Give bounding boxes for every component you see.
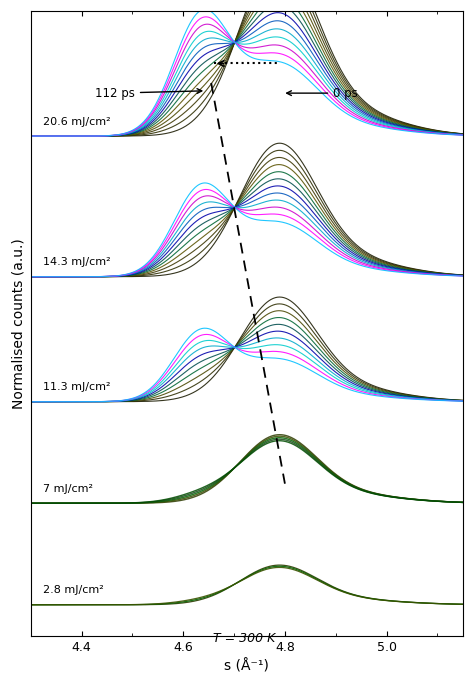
Text: 112 ps: 112 ps <box>95 86 202 99</box>
X-axis label: s (Å⁻¹): s (Å⁻¹) <box>224 660 269 674</box>
Text: 7 mJ/cm²: 7 mJ/cm² <box>44 484 93 494</box>
Text: 20.6 mJ/cm²: 20.6 mJ/cm² <box>44 116 111 127</box>
Text: 2.8 mJ/cm²: 2.8 mJ/cm² <box>44 586 104 595</box>
Text: 14.3 mJ/cm²: 14.3 mJ/cm² <box>44 258 111 267</box>
Text: 0 ps: 0 ps <box>287 86 358 99</box>
Text: 11.3 mJ/cm²: 11.3 mJ/cm² <box>44 382 111 393</box>
Y-axis label: Normalised counts (a.u.): Normalised counts (a.u.) <box>11 238 25 409</box>
Text: T = 300 K: T = 300 K <box>213 632 275 645</box>
